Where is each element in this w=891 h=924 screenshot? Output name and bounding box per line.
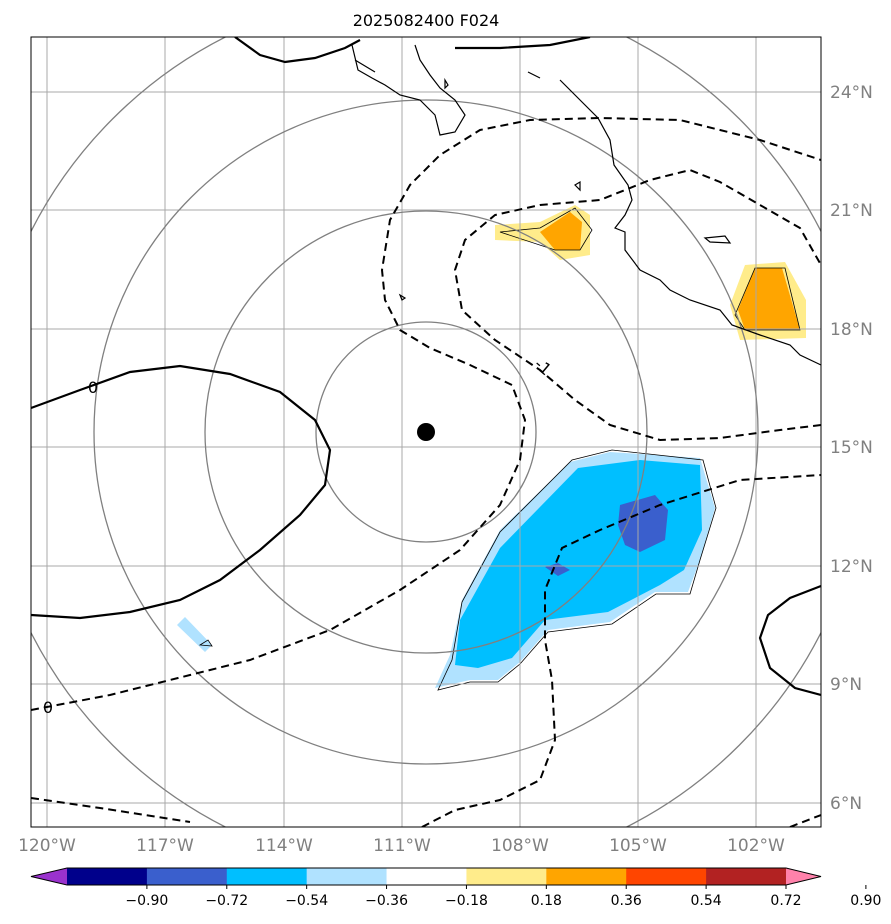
colorbar-tick-label: −0.72 (205, 893, 248, 909)
colorbar-tick-label: 0.36 (611, 893, 642, 909)
latitude-labels: 24°N 21°N 18°N 15°N 12°N 9°N 6°N (830, 83, 873, 814)
lon-label: 111°W (373, 836, 431, 856)
colorbar-tick-label: 0.90 (850, 893, 881, 909)
lon-label: 114°W (255, 836, 313, 856)
lat-label: 9°N (830, 675, 862, 695)
colorbar-segment (67, 868, 148, 885)
positive-anomaly-east-core (738, 268, 800, 330)
lat-label: 21°N (830, 201, 873, 221)
lon-label: 102°W (727, 836, 785, 856)
map-area: 0 0 -1 (31, 37, 821, 827)
positive-anomaly-north-core (540, 212, 582, 250)
colorbar-tick-label: 0.54 (691, 893, 722, 909)
contour-label-minus-one: -1 (531, 354, 555, 379)
colorbar-segment (226, 868, 308, 885)
dashed-contours (31, 116, 821, 827)
map-title: 2025082400 F024 (353, 11, 500, 30)
negative-anomaly-main-core (455, 460, 702, 668)
range-rings (31, 37, 821, 827)
colorbar-tick-label: −0.54 (285, 893, 328, 909)
graticule (31, 37, 821, 827)
colorbar-tick-label: 0.18 (531, 893, 562, 909)
longitude-labels: 120°W 117°W 114°W 111°W 108°W 105°W 102°… (18, 836, 785, 856)
colorbar-segment (306, 868, 388, 885)
colorbar-extend-low (31, 868, 67, 885)
negative-anomaly-west (177, 617, 212, 652)
contour-label-zero-left: 0 (88, 378, 98, 397)
solid-contours (31, 37, 821, 697)
colorbar-segment (146, 868, 228, 885)
colorbar-segment (626, 868, 707, 885)
lon-label: 105°W (609, 836, 667, 856)
colorbar-tick-label: −0.18 (445, 893, 488, 909)
colorbar-outline (30, 867, 822, 886)
lon-label: 117°W (136, 836, 194, 856)
colorbar-tick-label: −0.36 (365, 893, 408, 909)
lon-label: 108°W (491, 836, 549, 856)
storm-center-marker (417, 423, 435, 441)
colorbar-segment (706, 868, 787, 885)
lat-label: 24°N (830, 83, 873, 103)
colorbar-tick-label: −0.90 (125, 893, 168, 909)
map-frame (30, 36, 822, 828)
coastline (351, 44, 821, 366)
colorbar-segment (546, 868, 627, 885)
lat-label: 15°N (830, 438, 873, 458)
negative-anomaly-strong (618, 495, 668, 552)
lat-label: 18°N (830, 320, 873, 340)
colorbar-extend-high (786, 868, 821, 885)
colorbar-segment (466, 868, 547, 885)
contour-label-zero-bottom: 0 (43, 698, 53, 717)
lat-label: 12°N (830, 557, 873, 577)
lon-label: 120°W (18, 836, 76, 856)
colorbar: −0.90 −0.72 −0.54 −0.36 −0.18 0.18 0.36 0.54 0.7… (30, 867, 881, 909)
lat-label: 6°N (830, 794, 862, 814)
colorbar-tick-label: 0.72 (770, 893, 801, 909)
colorbar-segment (386, 868, 467, 885)
